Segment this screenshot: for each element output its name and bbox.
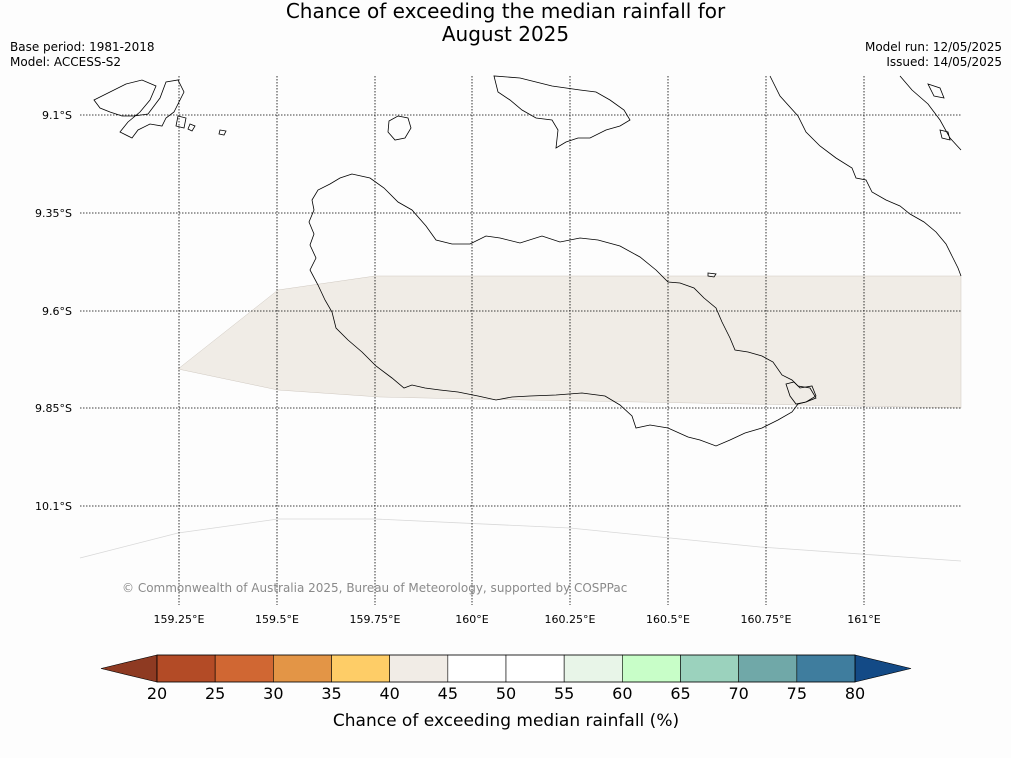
lon-label-6: 160.75°E (741, 613, 792, 626)
colorbar-cell (331, 654, 390, 683)
colorbar-tick-label: 65 (670, 684, 690, 703)
shaded-region-40-45 (177, 275, 962, 409)
gridlines (80, 76, 961, 605)
map-title: Chance of exceeding the median rainfall … (0, 0, 1011, 46)
colorbar-cell (680, 654, 739, 683)
lon-label-5: 160.5°E (646, 613, 690, 626)
coastline-islet-3 (218, 129, 227, 136)
lat-label-0: 9.1°S (42, 109, 72, 122)
coastline-islet-4 (707, 272, 717, 278)
colorbar-tick-label: 55 (554, 684, 574, 703)
coastline-malaita (769, 75, 962, 277)
model-text: Model: ACCESS-S2 (10, 55, 122, 69)
lon-tick-labels: 159.25°E 159.5°E 159.75°E 160°E 160.25°E… (154, 613, 881, 626)
lon-label-0: 159.25°E (154, 613, 205, 626)
coastline-marau-islets (785, 381, 817, 405)
lat-label-3: 9.85°S (35, 402, 72, 415)
coastline-islet-2 (187, 123, 196, 132)
colorbar-tick-label: 30 (263, 684, 283, 703)
meta-left: Base period: 1981-2018 Model: ACCESS-S2 (10, 40, 155, 70)
lon-label-1: 159.5°E (255, 613, 299, 626)
colorbar-cell (738, 654, 798, 683)
colorbar-over-arrow (854, 654, 912, 683)
model-domain-edge (79, 518, 962, 562)
coastline-islet-1 (175, 115, 187, 129)
lat-label-4: 10.1°S (35, 500, 72, 513)
meta-right: Model run: 12/05/2025 Issued: 14/05/2025 (865, 40, 1002, 70)
colorbar-tick-label: 20 (147, 684, 167, 703)
coastlines (93, 75, 962, 447)
colorbar-cell (505, 654, 565, 683)
lon-label-2: 159.75°E (350, 613, 401, 626)
lat-label-2: 9.6°S (42, 305, 72, 318)
colorbar-tick-label: 75 (787, 684, 807, 703)
coastline-russell-islands (93, 79, 185, 139)
title-line-1: Chance of exceeding the median rainfall … (285, 0, 726, 23)
colorbar-outline (156, 654, 856, 683)
colorbar-cell (563, 654, 623, 683)
lat-label-1: 9.35°S (35, 207, 72, 220)
lon-label-4: 160.25°E (545, 613, 596, 626)
model-run-text: Model run: 12/05/2025 (864, 40, 1002, 54)
colorbar-cell (447, 654, 507, 683)
issued-text: Issued: 14/05/2025 (886, 55, 1002, 69)
colorbar-tick-labels: 20 25 30 35 40 45 50 55 60 65 70 75 80 (147, 684, 865, 703)
colorbar-cell (156, 654, 216, 683)
colorbar-cell (796, 654, 856, 683)
base-period-text: Base period: 1981-2018 (10, 40, 155, 54)
title-line-2: August 2025 (441, 22, 570, 46)
colorbar-cell (214, 654, 274, 683)
coastline-florida-islands (493, 75, 631, 149)
lon-label-7: 161°E (847, 613, 880, 626)
coastline-guadalcanal (308, 173, 817, 447)
lon-label-3: 160°E (455, 613, 488, 626)
colorbar-tick-label: 35 (321, 684, 341, 703)
colorbar-cell (622, 654, 681, 683)
colorbar-tick-label: 45 (438, 684, 458, 703)
colorbar-tick-label: 80 (845, 684, 865, 703)
colorbar-under-arrow (100, 654, 158, 683)
coastline-savo-island (387, 115, 412, 141)
colorbar-cell (273, 654, 332, 683)
colorbar-cell (389, 654, 449, 683)
copyright-text: © Commonwealth of Australia 2025, Bureau… (122, 581, 627, 595)
colorbar-tick-label: 25 (205, 684, 225, 703)
colorbar-tick-label: 70 (728, 684, 748, 703)
colorbar-tick-label: 60 (612, 684, 632, 703)
colorbar: 20 25 30 35 40 45 50 55 60 65 70 75 80 Chance of exc… (100, 654, 912, 731)
colorbar-title: Chance of exceeding median rainfall (%) (333, 711, 679, 731)
lat-tick-labels: 9.1°S 9.35°S 9.6°S 9.85°S 10.1°S (35, 109, 72, 513)
colorbar-tick-label: 40 (379, 684, 399, 703)
colorbar-tick-label: 50 (496, 684, 516, 703)
